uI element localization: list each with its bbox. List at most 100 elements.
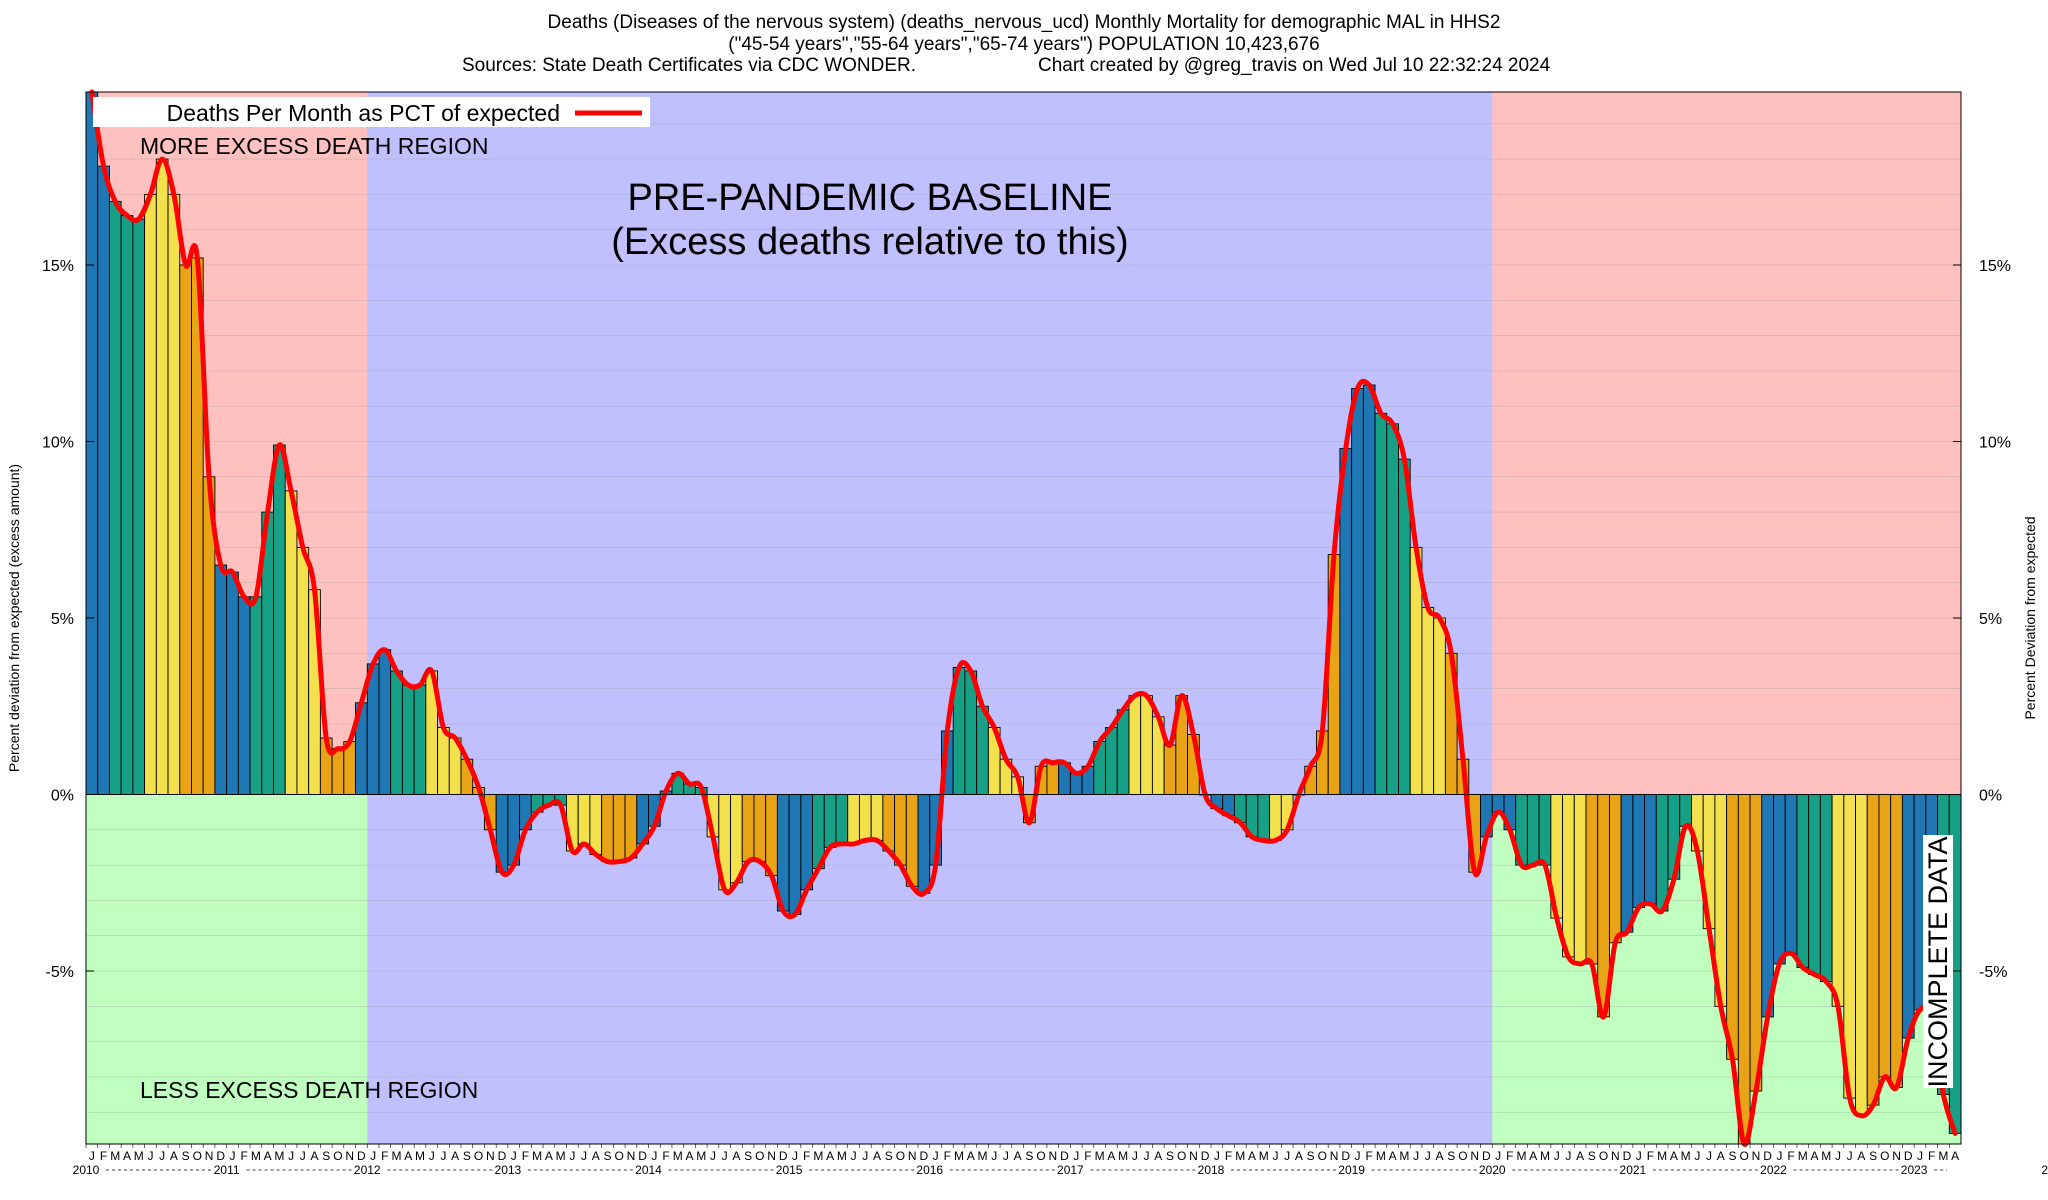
bar	[1433, 617, 1446, 795]
bar	[1831, 794, 1845, 1007]
month-tick-label: F	[944, 1149, 951, 1163]
month-tick-label: A	[826, 1149, 834, 1163]
bar	[1105, 726, 1118, 795]
chart-title: Deaths (Diseases of the nervous system) …	[547, 12, 1501, 33]
bar	[120, 215, 134, 795]
month-tick-label: M	[1118, 1149, 1128, 1163]
month-tick-label: M	[134, 1149, 144, 1163]
bar	[1773, 794, 1786, 965]
month-tick-label: D	[779, 1149, 788, 1163]
year-tick-label: 2012	[354, 1163, 381, 1177]
month-tick-label: M	[556, 1149, 566, 1163]
bar	[1901, 794, 1915, 1039]
bar	[847, 794, 860, 845]
year-tick-label: 2011	[214, 1163, 240, 1177]
month-tick-label: A	[592, 1149, 600, 1163]
month-tick-label: N	[767, 1149, 776, 1163]
bar	[108, 200, 122, 795]
month-tick-label: A	[1717, 1149, 1725, 1163]
bar	[1608, 794, 1622, 944]
sources-text: Sources: State Death Certificates via CD…	[462, 55, 917, 76]
month-tick-label: J	[1284, 1149, 1290, 1163]
bar	[1819, 794, 1833, 983]
bar	[1784, 794, 1798, 954]
month-tick-label: J	[429, 1149, 435, 1163]
year-tick-label: 2020	[1479, 1163, 1506, 1177]
month-tick-label: S	[463, 1149, 471, 1163]
y-tick-label-right: 10%	[1979, 434, 2011, 451]
bar	[214, 564, 228, 795]
bar	[401, 684, 415, 795]
bar	[284, 490, 298, 795]
month-tick-label: O	[1036, 1149, 1045, 1163]
year-tick-label: 2016	[916, 1163, 943, 1177]
month-tick-label: A	[264, 1149, 272, 1163]
bar	[1526, 794, 1540, 866]
bar	[905, 794, 919, 887]
month-tick-label: A	[1529, 1149, 1537, 1163]
bar	[823, 794, 837, 848]
year-tick-label: 2019	[1338, 1163, 1365, 1177]
month-tick-label: O	[1177, 1149, 1186, 1163]
month-tick-label: O	[193, 1149, 202, 1163]
bar	[1491, 794, 1505, 813]
bar	[1362, 384, 1376, 795]
bar	[1398, 458, 1411, 795]
bar	[800, 794, 814, 891]
y-tick-label: 15%	[42, 258, 74, 275]
baseline-title: PRE-PANDEMIC BASELINE	[628, 177, 1113, 219]
month-tick-label: M	[1095, 1149, 1105, 1163]
month-tick-label: N	[1189, 1149, 1198, 1163]
year-tick-label: 2015	[776, 1163, 803, 1177]
bar	[167, 193, 181, 795]
month-tick-label: M	[813, 1149, 823, 1163]
month-tick-label: J	[792, 1149, 798, 1163]
bar	[976, 705, 989, 795]
month-tick-label: M	[1938, 1149, 1948, 1163]
month-tick-label: D	[357, 1149, 366, 1163]
month-tick-label: N	[1752, 1149, 1761, 1163]
month-tick-label: N	[1892, 1149, 1901, 1163]
bar	[1620, 794, 1634, 933]
month-tick-label: D	[1341, 1149, 1350, 1163]
month-tick-label: O	[333, 1149, 342, 1163]
month-tick-label: S	[1728, 1149, 1736, 1163]
bar	[835, 794, 849, 845]
bar	[1890, 794, 1903, 1088]
month-tick-label: J	[1495, 1149, 1501, 1163]
incomplete-label: INCOMPLETE DATA	[1923, 836, 1953, 1087]
month-tick-label: A	[1436, 1149, 1444, 1163]
bar	[577, 794, 591, 845]
month-tick-label: J	[862, 1149, 868, 1163]
y-tick-label-right: 15%	[1979, 258, 2011, 275]
month-tick-label: J	[1003, 1149, 1009, 1163]
month-tick-label: J	[1554, 1149, 1560, 1163]
month-tick-label: J	[229, 1149, 235, 1163]
month-tick-label: S	[744, 1149, 752, 1163]
month-tick-label: A	[1951, 1149, 1959, 1163]
bar	[894, 794, 907, 866]
bar	[1796, 794, 1810, 968]
month-tick-label: A	[967, 1149, 975, 1163]
month-tick-label: S	[885, 1149, 893, 1163]
bar	[413, 684, 427, 795]
month-tick-label: J	[1144, 1149, 1150, 1163]
month-tick-label: M	[1681, 1149, 1691, 1163]
more-excess-label: MORE EXCESS DEATH REGION	[140, 133, 488, 159]
month-tick-label: A	[1295, 1149, 1303, 1163]
bar	[589, 794, 603, 855]
month-tick-label: O	[896, 1149, 905, 1163]
month-tick-label: F	[1647, 1149, 1654, 1163]
credit-text: Chart created by @greg_travis on Wed Jul…	[1038, 55, 1551, 76]
month-tick-label: M	[1821, 1149, 1831, 1163]
month-tick-label: O	[1740, 1149, 1749, 1163]
month-tick-label: F	[100, 1149, 107, 1163]
y-axis-title-right: Percent Deviation from expected	[2022, 516, 2038, 719]
month-tick-label: M	[1540, 1149, 1550, 1163]
bar	[1855, 794, 1868, 1117]
month-tick-label: N	[1330, 1149, 1339, 1163]
month-tick-label: F	[1506, 1149, 1513, 1163]
month-tick-label: O	[1318, 1149, 1327, 1163]
month-tick-label: J	[370, 1149, 376, 1163]
month-tick-label: N	[908, 1149, 917, 1163]
